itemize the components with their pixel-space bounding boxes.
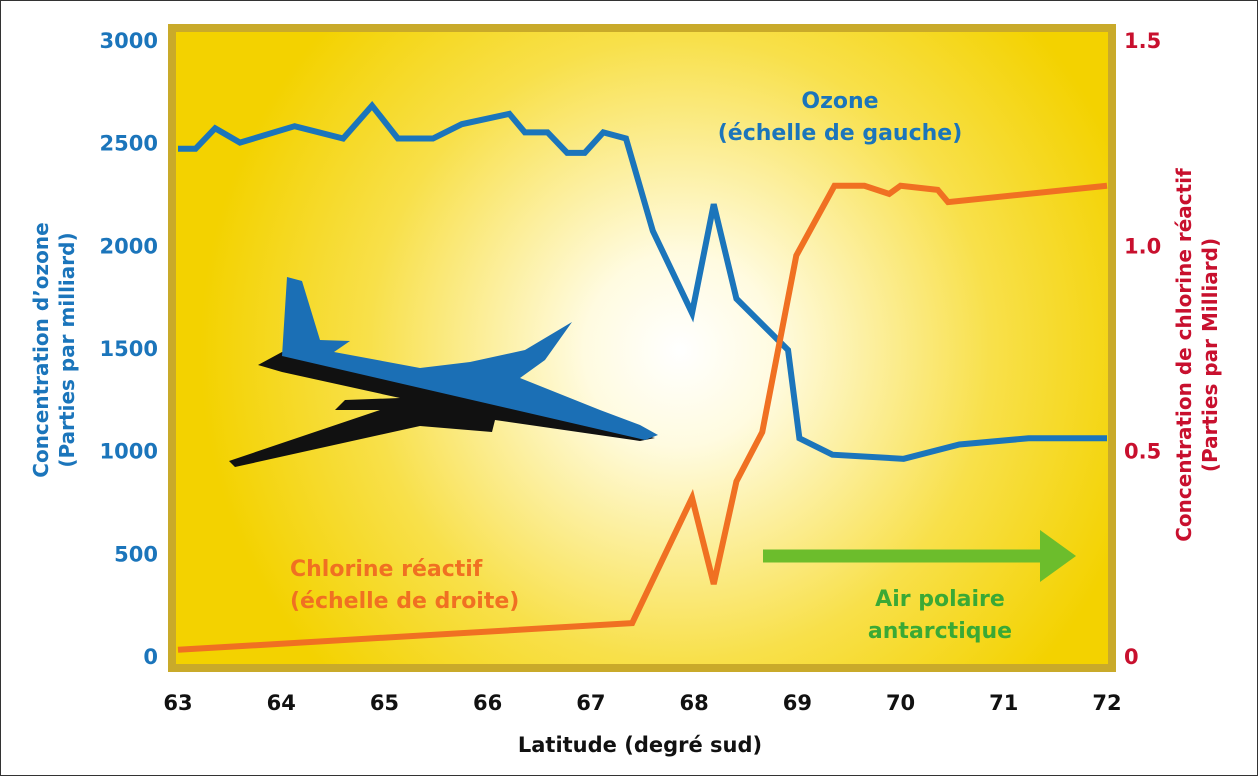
y2-tick-label: 0 xyxy=(1124,645,1139,669)
x-tick-label: 64 xyxy=(267,691,296,715)
x-tick-label: 72 xyxy=(1092,691,1121,715)
x-tick-label: 65 xyxy=(370,691,399,715)
series-label-line: Chlorine réactif xyxy=(290,557,483,582)
x-tick-label: 66 xyxy=(473,691,502,715)
x-tick-label: 69 xyxy=(783,691,812,715)
x-axis-title: Latitude (degré sud) xyxy=(518,733,762,757)
series-label-line: (échelle de droite) xyxy=(290,589,519,614)
y-axis-title-line: Concentration d’ozone xyxy=(29,222,53,477)
y-tick-label: 1500 xyxy=(100,337,158,361)
y-tick-label: 500 xyxy=(114,542,158,566)
x-tick-label: 67 xyxy=(576,691,605,715)
series-label-line: Ozone xyxy=(801,89,878,114)
y-tick-label: 3000 xyxy=(100,29,158,53)
y-tick-label: 0 xyxy=(143,645,158,669)
y2-axis-title-line: Concentration de chlorine réactif xyxy=(1172,168,1196,542)
y-tick-label: 2500 xyxy=(100,132,158,156)
y-axis-title-line: (Parties par milliard) xyxy=(55,232,79,467)
annotation-line: Air polaire xyxy=(875,587,1005,612)
y2-axis-title-line: (Parties par Milliard) xyxy=(1198,238,1222,472)
x-tick-label: 70 xyxy=(886,691,915,715)
x-tick-label: 68 xyxy=(679,691,708,715)
x-tick-label: 71 xyxy=(989,691,1018,715)
series-label-line: (échelle de gauche) xyxy=(718,121,963,146)
y-tick-label: 2000 xyxy=(100,234,158,258)
annotation-line: antarctique xyxy=(868,619,1012,644)
y2-tick-label: 1.5 xyxy=(1124,29,1161,53)
chart: 0 500 1000 1500 2000 2500 3000 0 0.5 1.0 1.5 63 64 65… xyxy=(0,0,1258,776)
y-tick-label: 1000 xyxy=(100,440,158,464)
y2-tick-label: 0.5 xyxy=(1124,440,1161,464)
y2-tick-label: 1.0 xyxy=(1124,234,1161,258)
x-tick-label: 63 xyxy=(163,691,192,715)
